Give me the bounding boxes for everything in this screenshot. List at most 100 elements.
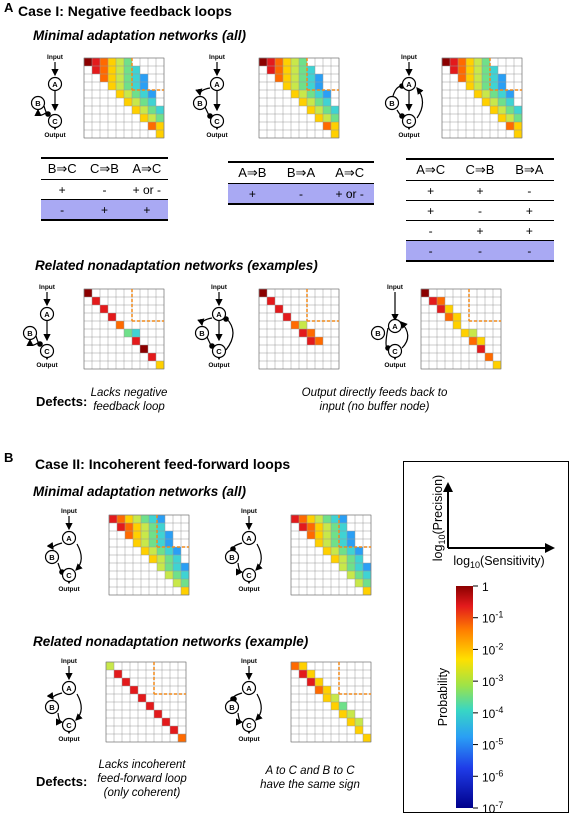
svg-text:A: A: [66, 684, 72, 693]
node-c: [387, 343, 403, 359]
related-nonadaptation-title-a: Related nonadaptation networks (examples…: [35, 258, 318, 273]
svg-text:C: C: [66, 571, 72, 580]
heatmap-b2: [290, 514, 372, 601]
network-b3: Input Output A B C: [42, 656, 102, 749]
svg-text:C: C: [52, 117, 58, 126]
network-a1: Input Output A B C: [28, 52, 88, 145]
heatmap-b1: [108, 514, 190, 601]
minimal-adaptation-title-b: Minimal adaptation networks (all): [33, 484, 247, 499]
sign-cell: +: [525, 203, 533, 218]
svg-text:B: B: [49, 703, 55, 712]
node-input-label: Input: [39, 284, 56, 291]
node-output-label: Output: [238, 736, 260, 743]
legend-y-arrow-icon: [443, 482, 453, 492]
legend-y-axis-label: log10(Precision): [431, 475, 447, 561]
node-input-label: Input: [209, 54, 226, 61]
sign-cell: A⇒C: [416, 162, 446, 177]
sign-table-row: + + -: [406, 181, 554, 200]
defects-label-a: Defects:: [36, 394, 88, 409]
svg-text:B: B: [229, 553, 235, 562]
node-c: [61, 717, 77, 733]
defects-label-b: Defects:: [36, 774, 88, 789]
node-a: [211, 306, 227, 322]
sign-cell: +: [476, 183, 484, 198]
network-b4: Input Output A B C: [222, 656, 282, 749]
svg-text:C: C: [214, 117, 220, 126]
panel-letter-a: A: [4, 0, 14, 15]
sign-cell: -: [477, 203, 482, 218]
node-input-label: Input: [61, 508, 78, 515]
node-input-label: Input: [387, 284, 404, 291]
colorbar-tick-label: 10-4: [482, 705, 503, 721]
node-a: [241, 530, 257, 546]
sign-cell: C⇒B: [465, 162, 495, 177]
node-b: [194, 325, 210, 341]
network-b2: Input Output A B C: [222, 506, 282, 599]
node-a: [241, 680, 257, 696]
node-a: [47, 76, 63, 92]
svg-text:A: A: [246, 684, 252, 693]
node-b: [22, 325, 38, 341]
sign-cell: +: [143, 202, 151, 217]
node-b: [44, 699, 60, 715]
case-one-title: Case I: Negative feedback loops: [18, 3, 232, 19]
colorbar: [456, 586, 473, 808]
sign-cell: -: [299, 186, 303, 201]
defect-b-2: A to C and B to C have the same sign: [260, 765, 360, 791]
node-output-label: Output: [44, 132, 66, 139]
network-b1: Input Output A B C: [42, 506, 102, 599]
svg-text:B: B: [197, 99, 203, 108]
sign-table-1: B⇒C C⇒B A⇒C + - + or - - + +: [41, 157, 168, 221]
sign-cell: +: [58, 182, 66, 197]
svg-text:A: A: [392, 322, 398, 331]
node-c: [211, 343, 227, 359]
sign-table-row: - + +: [406, 220, 554, 240]
heatmap-b3: [105, 661, 187, 748]
sign-cell: B⇒A: [515, 162, 544, 177]
colorbar-tick-label: 1: [482, 580, 489, 594]
sign-table-highlight-row: ---: [406, 240, 554, 260]
heatmap-a6: [420, 288, 502, 375]
sign-table-row: + - + or -: [41, 180, 168, 199]
sign-cell: B⇒A: [286, 165, 316, 180]
svg-text:A: A: [44, 310, 50, 319]
svg-text:A: A: [66, 534, 72, 543]
panel-letter-b: B: [4, 450, 14, 465]
node-output-label: Output: [208, 362, 230, 369]
heatmap-b4: [290, 661, 372, 748]
svg-text:A: A: [216, 310, 222, 319]
node-a: [401, 76, 417, 92]
sign-cell: B⇒C: [47, 161, 77, 176]
sign-cell: A⇒C: [132, 161, 162, 176]
node-c: [209, 113, 225, 129]
heatmap-a2: [258, 57, 340, 144]
colorbar-tick-label: 10-5: [482, 737, 503, 753]
sign-cell: -: [428, 223, 433, 238]
node-b: [192, 95, 208, 111]
sign-cell: +: [476, 223, 484, 238]
colorbar-label: Probability: [436, 667, 450, 726]
node-b: [384, 95, 400, 111]
heatmap-a5: [258, 288, 340, 375]
legend-graphic: log10(Precision) log10(Sensitivity) Prob…: [431, 475, 555, 816]
svg-text:C: C: [216, 347, 222, 356]
node-c: [241, 567, 257, 583]
sign-cell: +: [100, 202, 108, 217]
node-a: [209, 76, 225, 92]
heatmap-a1: [83, 57, 165, 144]
svg-text:A: A: [246, 534, 252, 543]
defect-a-2: Output directly feeds back to input (no …: [301, 387, 448, 413]
sign-cell: C⇒B: [90, 161, 119, 176]
svg-text:B: B: [27, 329, 33, 338]
sign-cell: -: [428, 243, 433, 258]
node-a: [61, 680, 77, 696]
svg-text:C: C: [406, 117, 412, 126]
svg-text:A: A: [52, 80, 58, 89]
svg-text:A: A: [406, 80, 412, 89]
legend-box: log10(Precision) log10(Sensitivity) Prob…: [403, 461, 569, 816]
node-c: [61, 567, 77, 583]
svg-text:A: A: [214, 80, 220, 89]
colorbar-tick-label: 10-3: [482, 673, 503, 689]
network-a3: Input Output A B C: [382, 52, 442, 145]
node-input-label: Input: [211, 284, 228, 291]
